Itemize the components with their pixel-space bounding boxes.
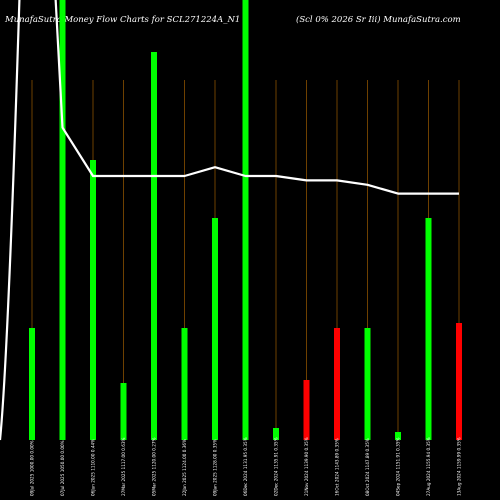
bar — [29, 328, 35, 440]
bar — [90, 160, 96, 440]
x-tick-label: 21Nov 2024 1139.90 0.35% — [304, 437, 309, 496]
x-tick-label: 06Dec 2024 1131.95 0.35% — [243, 437, 248, 496]
x-tick-label: 05Mar 2025 1120.00 0.27% — [152, 437, 157, 496]
bar — [120, 383, 127, 440]
bar — [181, 328, 188, 440]
money-flow-line-group — [0, 0, 459, 441]
x-tick-label: 16Oct 2024 1143.89 0.35% — [335, 438, 340, 496]
x-tick-label: 13Aug 2024 1159.99 0.35% — [457, 437, 462, 496]
bar — [212, 218, 218, 440]
bar — [364, 328, 371, 440]
bar — [425, 218, 432, 440]
bar — [395, 432, 401, 440]
x-tick-label: 27Mar 2025 1117.00 0.63% — [121, 437, 126, 496]
x-axis-ticks: 09Jul 2025 1000.00 0.00% 07Jul 2025 1050.… — [30, 437, 462, 496]
x-tick-label: 07Jul 2025 1050.00 0.00% — [60, 440, 65, 496]
money-flow-line — [0, 0, 459, 441]
x-tick-label: 09Jul 2025 1000.00 0.00% — [30, 440, 35, 496]
x-tick-label: 27Aug 2024 1155.94 0.35% — [426, 437, 431, 496]
bar — [303, 380, 310, 440]
x-tick-label: 04Sep 2024 1151.91 0.35% — [396, 437, 401, 496]
x-tick-label: 02Dec 2024 1135.91 0.35% — [274, 437, 279, 496]
x-tick-label: 08Oct 2024 1147.89 0.35% — [365, 438, 370, 496]
x-tick-label: 09Jan 2025 1128.00 0.35% — [213, 439, 218, 496]
chart-title-left: MunafaSutra Money Flow Charts for SCL271… — [4, 15, 240, 25]
x-tick-label: 22Jan 2025 1124.00 0.36% — [182, 439, 187, 496]
bar — [151, 52, 157, 440]
bar — [242, 0, 249, 440]
bar — [456, 323, 462, 440]
bar — [334, 328, 340, 440]
x-tick-label: 06Jun 2025 1110.00 0.44% — [91, 439, 96, 496]
bar — [273, 428, 279, 440]
bars — [29, 0, 462, 440]
bar — [59, 0, 66, 440]
chart-title-right: (Scl 0% 2026 Sr Iii) MunafaSutra.com — [296, 14, 461, 25]
